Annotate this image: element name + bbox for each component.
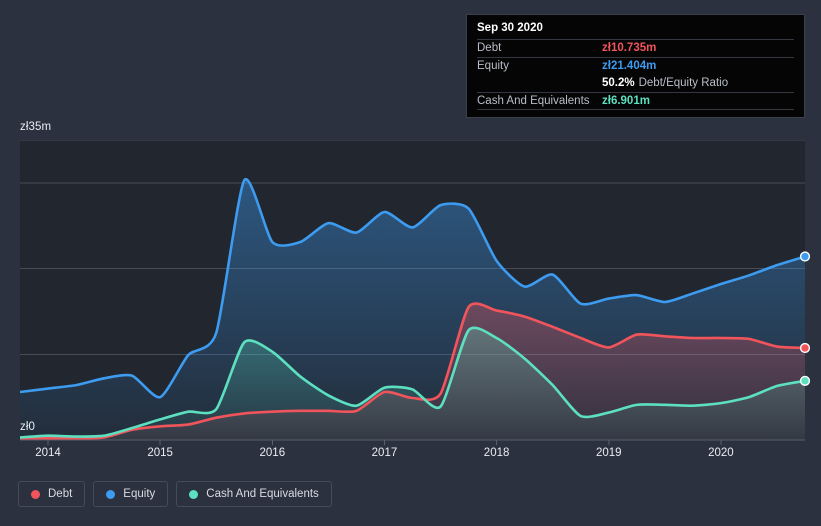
- tooltip-row-debt: Debt zł10.735m: [477, 39, 794, 57]
- y-axis-label-bottom: zł0: [20, 421, 36, 433]
- line-debt: [20, 302, 805, 440]
- area-cash: [20, 327, 805, 440]
- tooltip-ratio-label: Debt/Equity Ratio: [638, 76, 729, 89]
- area-debt: [20, 303, 805, 440]
- tooltip-date: Sep 30 2020: [477, 22, 543, 34]
- tooltip-label-equity: Equity: [477, 59, 509, 72]
- chart-svg: [20, 140, 811, 445]
- legend-label: Equity: [123, 488, 156, 500]
- endpoint-markers: [799, 251, 811, 386]
- tooltip-label-cash: Cash And Equivalents: [477, 94, 590, 107]
- legend-item-cash-and-equivalents[interactable]: Cash And Equivalents: [176, 481, 332, 507]
- legend-item-debt[interactable]: Debt: [18, 481, 86, 507]
- chart-legend: Debt Equity Cash And Equivalents: [18, 481, 332, 507]
- x-axis-tick-2019: 2019: [595, 447, 622, 459]
- endpoint-marker-debt: [799, 342, 811, 354]
- tooltip-value-debt: zł10.735m: [602, 42, 657, 55]
- tooltip-ratio-percent: 50.2%: [602, 76, 635, 89]
- x-axis-tick-2014: 2014: [35, 447, 61, 459]
- tooltip-value-equity: zł21.404m: [602, 59, 657, 72]
- endpoint-marker-cash: [799, 375, 811, 386]
- chart-tooltip: Sep 30 2020 Debt zł10.735m Equity zł21.4…: [466, 14, 805, 118]
- legend-label: Debt: [48, 488, 73, 500]
- x-axis-tick-2017: 2017: [371, 447, 398, 459]
- legend-dot-icon: [31, 489, 40, 499]
- tooltip-divider: [477, 109, 794, 115]
- x-axis-tick-2015: 2015: [147, 447, 173, 459]
- x-axis-tick-2020: 2020: [708, 447, 734, 459]
- legend-label: Cash And Equivalents: [206, 488, 319, 500]
- legend-dot-icon: [106, 489, 116, 499]
- tooltip-row-equity: Equity zł21.404m: [477, 56, 794, 75]
- series-group: [20, 178, 805, 440]
- legend-dot-icon: [189, 489, 199, 499]
- tooltip-value-cash: zł6.901m: [602, 94, 650, 107]
- chart-area: zł35m zł0 2014 2015 2016 2017 2018 2019 2020: [20, 121, 811, 459]
- tooltip-row-ratio: 50.2% Debt/Equity Ratio: [477, 74, 794, 92]
- tooltip-row-cash: Cash And Equivalents zł6.901m: [477, 91, 794, 110]
- x-axis-tick-2016: 2016: [259, 447, 286, 459]
- line-cash: [20, 326, 805, 439]
- x-axis-tick-2018: 2018: [483, 447, 510, 459]
- line-equity: [20, 178, 805, 399]
- tooltip-label-debt: Debt: [477, 42, 502, 55]
- y-axis-label-top: zł35m: [20, 121, 52, 133]
- legend-item-equity[interactable]: Equity: [93, 481, 169, 507]
- endpoint-marker-equity: [799, 251, 811, 262]
